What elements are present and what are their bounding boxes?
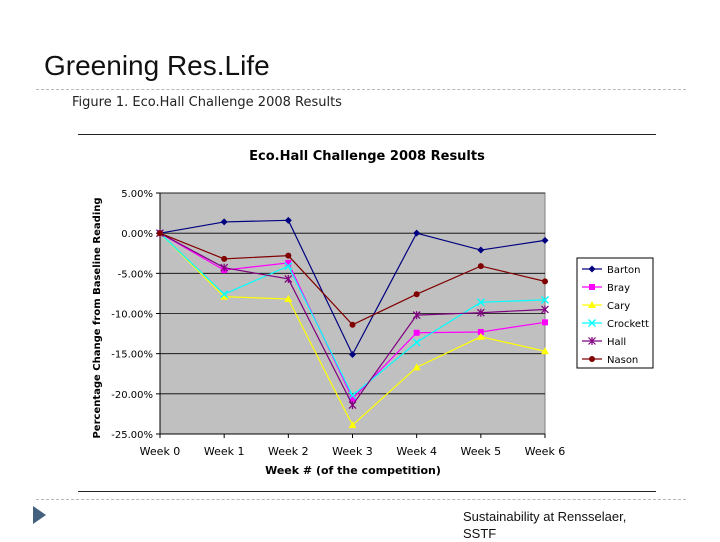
data-point-nason	[413, 291, 420, 298]
series-barton	[156, 216, 549, 358]
data-point-crockett	[541, 295, 549, 304]
legend-marker-bray	[589, 284, 595, 290]
data-point-nason	[157, 230, 163, 237]
data-point-nason	[542, 278, 548, 285]
x-tick-label: Week 5	[461, 445, 502, 458]
data-point-barton	[284, 216, 292, 224]
data-point-crockett	[476, 298, 485, 307]
y-tick-label: -15.00%	[111, 350, 153, 361]
data-point-cary	[412, 363, 421, 371]
data-point-nason	[349, 321, 356, 328]
series-crockett	[156, 229, 549, 400]
legend-marker-barton	[588, 265, 596, 273]
x-tick-label: Week 1	[204, 445, 245, 458]
y-tick-label: 0.00%	[121, 229, 153, 240]
y-tick-label: 5.00%	[121, 189, 153, 200]
legend-item-bray: Bray	[582, 283, 630, 294]
data-point-cary	[476, 332, 485, 340]
data-point-cary	[348, 421, 357, 429]
y-tick-label: -20.00%	[111, 390, 153, 401]
x-tick-label: Week 0	[140, 445, 181, 458]
y-tick-label: -25.00%	[111, 430, 153, 441]
legend-item-crockett: Crockett	[582, 319, 649, 330]
data-point-bray	[285, 259, 292, 266]
data-point-nason	[477, 263, 484, 270]
data-point-nason	[221, 255, 228, 262]
legend-label-bray: Bray	[607, 283, 630, 294]
x-tick-label: Week 2	[268, 445, 309, 458]
data-point-crockett	[220, 290, 229, 299]
series-nason	[157, 230, 548, 328]
legend-label-barton: Barton	[607, 265, 640, 276]
x-tick-label: Week 4	[396, 445, 437, 458]
data-point-barton	[349, 350, 356, 358]
x-tick-label: Week 6	[525, 445, 566, 458]
data-point-bray	[477, 328, 484, 335]
data-point-hall	[220, 263, 229, 272]
title-divider	[36, 89, 686, 90]
footer-line-1: Sustainability at Rensselaer,	[463, 509, 627, 524]
data-point-barton	[541, 236, 549, 244]
slide-title: Greening Res.Life	[44, 50, 270, 81]
data-point-crockett	[284, 262, 293, 271]
y-tick-label: -10.00%	[111, 310, 153, 321]
data-point-crockett	[348, 391, 357, 400]
footer-line-2: SSTF	[463, 526, 497, 541]
legend-item-cary: Cary	[582, 301, 630, 312]
legend-marker-nason	[589, 356, 595, 362]
data-point-bray	[349, 395, 356, 402]
data-point-bray	[413, 329, 420, 336]
data-point-hall	[348, 401, 357, 410]
data-point-cary	[541, 347, 549, 355]
legend-marker-crockett	[588, 319, 596, 327]
data-point-bray	[542, 319, 548, 326]
legend-marker-hall	[588, 337, 596, 345]
data-point-barton	[413, 229, 421, 237]
data-point-barton	[477, 246, 485, 254]
data-point-crockett	[412, 338, 421, 347]
data-point-hall	[541, 305, 549, 314]
figure-top-rule	[78, 134, 656, 135]
legend-label-hall: Hall	[607, 337, 626, 348]
data-point-hall	[476, 308, 485, 317]
legend-label-nason: Nason	[607, 355, 638, 366]
footer-text: Sustainability at Rensselaer, SSTF	[463, 508, 626, 542]
data-point-cary	[284, 295, 293, 303]
legend-label-crockett: Crockett	[607, 319, 649, 330]
chart-title: Eco.Hall Challenge 2008 Results	[249, 149, 485, 164]
legend-item-hall: Hall	[582, 337, 626, 348]
legend-marker-cary	[588, 301, 596, 308]
data-point-nason	[285, 252, 292, 259]
x-tick-label: Week 3	[332, 445, 373, 458]
data-point-barton	[220, 218, 228, 226]
y-axis-label: Percentage Change from Baseline Reading	[92, 197, 103, 438]
data-point-cary	[220, 292, 229, 300]
x-axis-label: Week # (of the competition)	[265, 464, 441, 477]
legend-item-nason: Nason	[582, 355, 638, 366]
legend-item-barton: Barton	[582, 265, 640, 276]
legend-box	[576, 257, 654, 369]
legend-label-cary: Cary	[607, 301, 630, 312]
data-point-hall	[412, 311, 421, 320]
footer-divider	[36, 499, 686, 500]
data-point-hall	[284, 274, 293, 283]
arrow-bullet-icon	[33, 506, 46, 524]
y-tick-label: -5.00%	[118, 269, 153, 280]
figure-bottom-rule	[78, 491, 656, 492]
figure-caption: Figure 1. Eco.Hall Challenge 2008 Result…	[72, 95, 342, 110]
